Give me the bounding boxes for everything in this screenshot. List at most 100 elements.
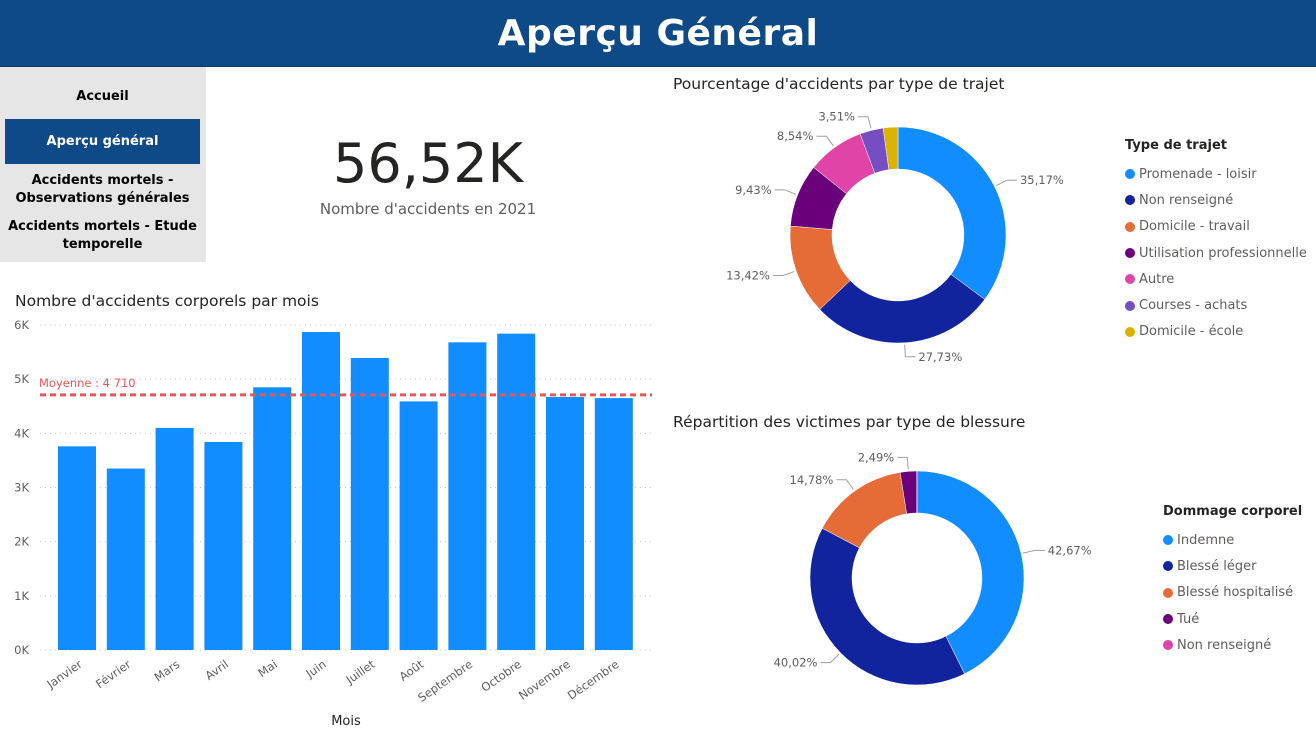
bar-mars[interactable] bbox=[155, 427, 194, 650]
bar-x-tick-label: Août bbox=[397, 657, 427, 684]
donut-blessure-title: Répartition des victimes par type de ble… bbox=[673, 413, 1026, 431]
legend-label: Promenade - loisir bbox=[1139, 166, 1257, 182]
bar-x-axis-label: Mois bbox=[331, 714, 361, 729]
donut-leader-line bbox=[1023, 549, 1045, 554]
bar-chart: 0K 1K 2K 3K 4K 5K 6K Janvier Février Mars Avril Mai… bbox=[14, 318, 652, 729]
bar-x-tick-label: Octobre bbox=[478, 657, 524, 695]
donut-leader-line bbox=[774, 189, 796, 195]
donut-slice-indemne[interactable] bbox=[916, 470, 1025, 675]
legend-item[interactable]: Domicile - travail bbox=[1125, 214, 1307, 240]
legend-dot-icon bbox=[1125, 326, 1135, 337]
donut-data-label: 14,78% bbox=[790, 473, 834, 487]
bar-janvier[interactable] bbox=[58, 446, 96, 650]
bar-y-tick-label: 4K bbox=[14, 426, 29, 440]
donut-leader-line bbox=[996, 179, 1017, 187]
donut-data-label: 3,51% bbox=[818, 110, 855, 124]
legend-item[interactable]: Autre bbox=[1125, 266, 1307, 292]
legend-item[interactable]: Tué bbox=[1163, 606, 1302, 632]
legend-item[interactable]: Domicile - école bbox=[1125, 319, 1307, 345]
legend-item[interactable]: Indemne bbox=[1163, 527, 1302, 553]
bar-x-tick-label: Juin bbox=[303, 657, 329, 681]
legend-label: Tué bbox=[1177, 611, 1200, 627]
donut-chart-trajet: 35,17% 27,73% 13,42% 9,43% 8,54% 3,51% bbox=[726, 110, 1064, 364]
legend-dot-icon bbox=[1163, 640, 1173, 651]
donut-slice-non-renseign-[interactable] bbox=[819, 274, 986, 344]
bar-x-tick-label: Mai bbox=[255, 657, 280, 680]
legend-dot-icon bbox=[1125, 300, 1135, 311]
bar-x-tick-label: Juillet bbox=[343, 657, 378, 688]
bar-y-tick-label: 2K bbox=[14, 535, 29, 549]
donut-leader-line bbox=[904, 344, 916, 358]
bar-septembre[interactable] bbox=[448, 342, 487, 650]
legend-label: Domicile - école bbox=[1139, 324, 1244, 340]
legend-dot-icon bbox=[1125, 248, 1135, 259]
page-title: Aperçu Général bbox=[497, 12, 819, 54]
legend-label: Blessé léger bbox=[1177, 558, 1257, 574]
donut-data-label: 13,42% bbox=[726, 269, 770, 283]
bar-novembre[interactable] bbox=[546, 397, 584, 650]
legend-item[interactable]: Non renseigné bbox=[1163, 632, 1302, 658]
legend-dot-icon bbox=[1125, 169, 1135, 180]
bar-x-tick-label: Septembre bbox=[415, 657, 475, 705]
legend-item[interactable]: Promenade - loisir bbox=[1125, 161, 1307, 187]
donut-leader-line bbox=[820, 653, 840, 664]
donut-data-label: 9,43% bbox=[735, 183, 772, 197]
donut-slice-domicile-cole[interactable] bbox=[882, 126, 899, 170]
legend-item[interactable]: Courses - achats bbox=[1125, 292, 1307, 318]
legend-label: Indemne bbox=[1177, 532, 1235, 548]
legend-dot-icon bbox=[1125, 274, 1135, 285]
legend-title: Type de trajet bbox=[1125, 138, 1227, 153]
kpi-value: 56,52K bbox=[332, 132, 523, 195]
legend-item[interactable]: Blessé hospitalisé bbox=[1163, 580, 1302, 606]
bar-x-tick-label: Novembre bbox=[516, 657, 573, 703]
legend-item[interactable]: Blessé léger bbox=[1163, 553, 1302, 579]
bar-juin[interactable] bbox=[302, 332, 340, 650]
bar-février[interactable] bbox=[106, 468, 145, 650]
legend-item[interactable]: Utilisation professionnelle bbox=[1125, 240, 1307, 266]
donut-trajet-title: Pourcentage d'accidents par type de traj… bbox=[673, 75, 1005, 93]
legend-blessure: Dommage corporel Indemne Blessé léger Bless… bbox=[1163, 504, 1302, 658]
bar-mai[interactable] bbox=[253, 387, 292, 650]
bar-y-tick-label: 3K bbox=[14, 481, 29, 495]
donut-slice-promenade-loisir[interactable] bbox=[897, 126, 1007, 300]
legend-dot-icon bbox=[1163, 614, 1173, 625]
donut-leader-line bbox=[772, 271, 795, 277]
legend-dot-icon bbox=[1163, 587, 1173, 598]
nav-item-accidents-mortels-etude[interactable]: Accidents mortels - Etude temporelle bbox=[8, 219, 197, 252]
bar-juillet[interactable] bbox=[350, 358, 389, 650]
bar-x-tick-label: Mars bbox=[152, 657, 183, 684]
kpi-label: Nombre d'accidents en 2021 bbox=[319, 200, 537, 218]
donut-data-label: 42,67% bbox=[1048, 543, 1092, 557]
legend-label: Autre bbox=[1139, 271, 1175, 287]
donut-leader-line bbox=[836, 479, 854, 490]
bar-y-tick-label: 5K bbox=[14, 372, 29, 386]
navigation-panel: Accueil Aperçu général Accidents mortels… bbox=[0, 67, 206, 262]
nav-item-accidents-mortels-observations[interactable]: Accidents mortels - Observations général… bbox=[15, 173, 190, 206]
legend-dot-icon bbox=[1163, 561, 1173, 572]
bar-y-tick-label: 6K bbox=[14, 318, 29, 332]
nav-item-accueil[interactable]: Accueil bbox=[76, 89, 129, 104]
donut-leader-line bbox=[816, 135, 834, 147]
bar-décembre[interactable] bbox=[594, 398, 633, 650]
bar-août[interactable] bbox=[399, 401, 438, 650]
legend-dot-icon bbox=[1125, 195, 1135, 206]
donut-slice-bless-l-ger[interactable] bbox=[809, 527, 965, 686]
bar-x-tick-label: Avril bbox=[203, 657, 232, 683]
legend-dot-icon bbox=[1125, 221, 1135, 232]
legend-dot-icon bbox=[1163, 535, 1173, 546]
legend-item[interactable]: Non renseigné bbox=[1125, 187, 1307, 213]
legend-label: Blessé hospitalisé bbox=[1177, 585, 1294, 601]
page-header: Aperçu Général bbox=[0, 0, 1316, 67]
bar-x-tick-label: Décembre bbox=[565, 657, 622, 703]
donut-chart-blessure: 42,67% 40,02% 14,78% 2,49% bbox=[774, 450, 1092, 686]
bar-y-tick-label: 0K bbox=[14, 643, 29, 657]
legend-label: Domicile - travail bbox=[1139, 219, 1250, 235]
donut-data-label: 35,17% bbox=[1020, 173, 1064, 187]
donut-data-label: 8,54% bbox=[777, 129, 814, 143]
bar-octobre[interactable] bbox=[497, 333, 536, 650]
donut-leader-line bbox=[857, 116, 872, 129]
bar-y-tick-label: 1K bbox=[14, 589, 29, 603]
bar-avril[interactable] bbox=[204, 442, 243, 650]
donut-leader-line bbox=[897, 456, 909, 470]
nav-item-apercu-general[interactable]: Aperçu général bbox=[5, 119, 200, 164]
